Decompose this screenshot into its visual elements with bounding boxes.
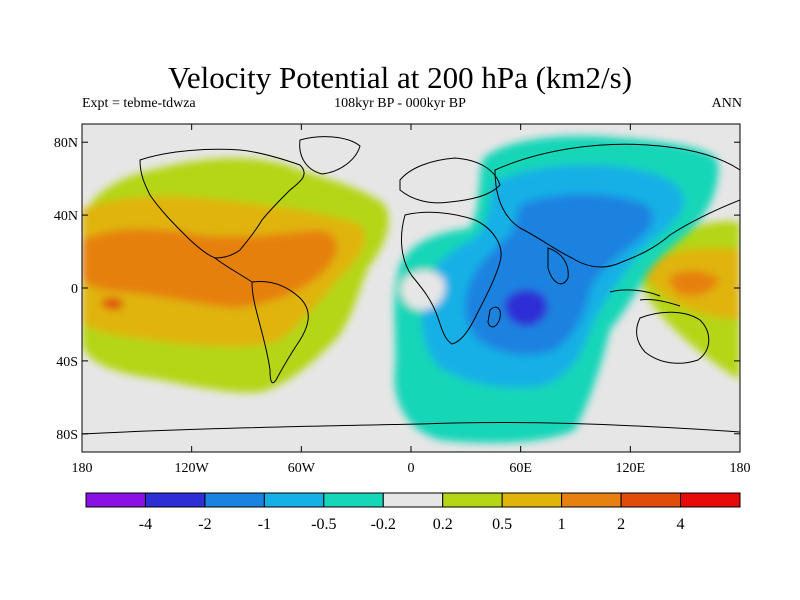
coastline-africa xyxy=(400,211,502,345)
colorbar-level-label: -0.5 xyxy=(311,516,336,533)
x-tick-label: 120W xyxy=(175,461,210,476)
colorbar-swatch xyxy=(442,492,503,508)
coastline-greenland xyxy=(299,136,361,175)
y-tick-label: 40S xyxy=(56,355,78,370)
field-region-1-2-pacific-americas xyxy=(82,228,337,308)
season-label: ANN xyxy=(711,96,742,111)
colorbar-swatch xyxy=(620,492,682,508)
colorbar-swatch xyxy=(382,492,444,508)
colorbar-level-label: 0.2 xyxy=(433,516,453,533)
field-region-2-4-west-pacific xyxy=(668,270,720,296)
y-tick-label: 0 xyxy=(71,282,78,297)
x-tick-label: 120E xyxy=(616,461,646,476)
y-tick-label: 40N xyxy=(54,209,78,224)
colorbar-level-label: -4 xyxy=(139,516,152,533)
colorbar-level-label: 0.5 xyxy=(492,516,512,533)
colorbar-level-label: -2 xyxy=(198,516,211,533)
coastline-europe xyxy=(399,157,501,204)
coastline-madagascar xyxy=(487,306,501,328)
colorbar-level-label: -1 xyxy=(258,516,271,533)
field-region-maximum-east-pacific xyxy=(100,297,124,310)
x-tick-label: 0 xyxy=(408,461,415,476)
field-region-minimum-indian-ocean xyxy=(504,289,548,327)
colorbar-swatch xyxy=(680,492,741,508)
coastline-india xyxy=(547,247,569,285)
x-tick-label: 180 xyxy=(730,461,751,476)
y-tick-label: 80S xyxy=(56,428,78,443)
colorbar-level-label: 2 xyxy=(617,516,625,533)
chart-title: Velocity Potential at 200 hPa (km2/s) xyxy=(167,60,633,95)
colorbar-swatch xyxy=(144,492,206,508)
time-period-label: 108kyr BP - 000kyr BP xyxy=(334,96,466,111)
coastline-central-america xyxy=(214,257,253,283)
colorbar-level-label: 1 xyxy=(558,516,566,533)
colorbar-swatch xyxy=(85,492,146,508)
x-tick-label: 180 xyxy=(72,461,93,476)
x-tick-label: 60E xyxy=(509,461,532,476)
colorbar-level-label: 4 xyxy=(677,516,685,533)
colorbar-swatch xyxy=(501,492,563,508)
colorbar-swatch xyxy=(561,492,622,508)
experiment-label: Expt = tebme-tdwza xyxy=(82,96,196,111)
y-tick-label: 80N xyxy=(54,136,78,151)
colorbar-swatch xyxy=(204,492,265,508)
colorbar-swatch xyxy=(263,492,325,508)
coastlines xyxy=(82,136,740,435)
coastline-north-america xyxy=(139,148,305,259)
x-tick-label: 60W xyxy=(288,461,316,476)
axis-ticks: 180 120W 60W 0 60E 120E 180 80N 40N 0 40S 80S xyxy=(54,124,751,476)
colorbar-level-label: -0.2 xyxy=(371,516,396,533)
contour-field xyxy=(82,124,740,452)
coastline-australia xyxy=(636,311,710,364)
coastline-asia xyxy=(494,143,740,268)
coastline-south-america xyxy=(251,281,309,384)
colorbar-swatch xyxy=(323,492,384,508)
coastline-antarctica xyxy=(82,421,740,435)
coastline-indonesia xyxy=(609,289,681,307)
colorbar: -4 -2 -1 -0.5 -0.2 0.2 0.5 1 2 4 xyxy=(85,492,741,533)
